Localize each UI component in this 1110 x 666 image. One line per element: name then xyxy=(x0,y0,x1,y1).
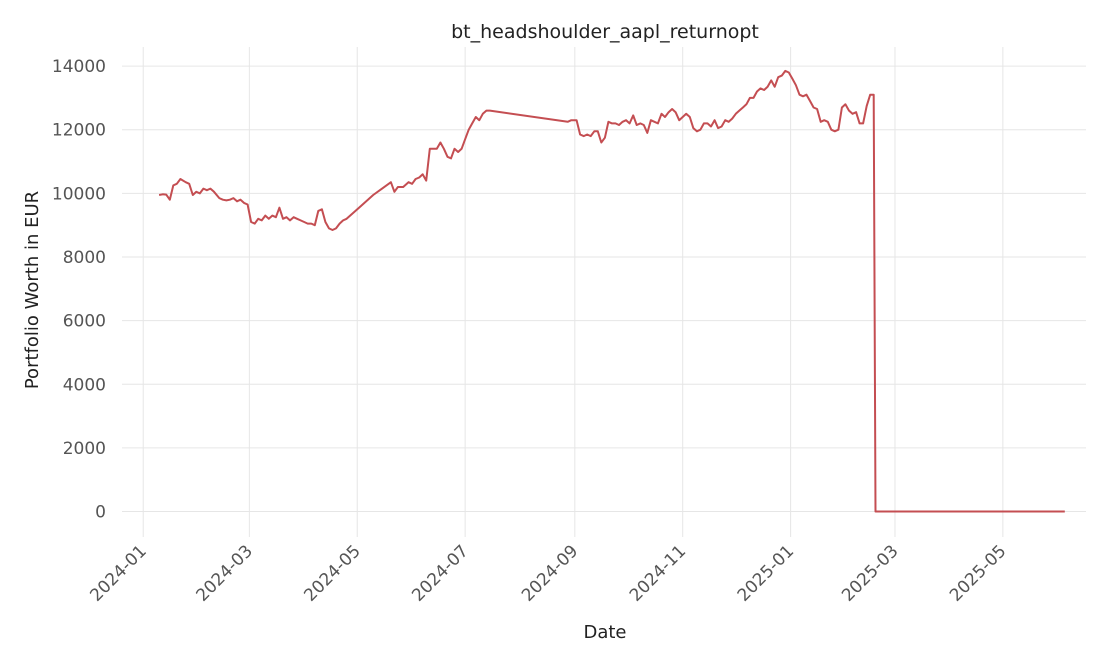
series-line-portfolio xyxy=(158,69,1065,513)
x-tick-label: 2024-11 xyxy=(626,541,690,605)
y-tick-label: 0 xyxy=(95,503,106,523)
x-axis-ticks: 2024-01 2024-03 2024-05 2024-07 2024-09 2024-… xyxy=(86,541,1010,605)
x-tick-label: 2025-05 xyxy=(946,541,1010,605)
x-tick-label: 2025-03 xyxy=(838,541,902,605)
y-tick-label: 12000 xyxy=(52,121,106,141)
x-tick-label: 2025-01 xyxy=(734,541,798,605)
y-axis-title: Portfolio Worth in EUR xyxy=(22,191,43,389)
x-tick-label: 2024-09 xyxy=(518,541,582,605)
chart-title: bt_headshoulder_aapl_returnopt xyxy=(451,21,759,43)
y-tick-label: 8000 xyxy=(63,248,106,268)
y-tick-label: 6000 xyxy=(63,312,106,332)
y-tick-label: 2000 xyxy=(63,439,106,459)
y-tick-label: 14000 xyxy=(52,57,106,77)
x-tick-label: 2024-05 xyxy=(300,541,364,605)
y-tick-label: 10000 xyxy=(52,184,106,204)
y-tick-label: 4000 xyxy=(63,375,106,395)
series-layer xyxy=(158,69,1065,513)
grid-lines xyxy=(122,47,1086,537)
x-tick-label: 2024-01 xyxy=(86,541,150,605)
x-axis-title: Date xyxy=(583,622,626,643)
x-tick-label: 2024-07 xyxy=(408,541,472,605)
y-axis-ticks: 0 2000 4000 6000 8000 10000 12000 14000 xyxy=(52,57,106,522)
x-tick-label: 2024-03 xyxy=(193,541,257,605)
